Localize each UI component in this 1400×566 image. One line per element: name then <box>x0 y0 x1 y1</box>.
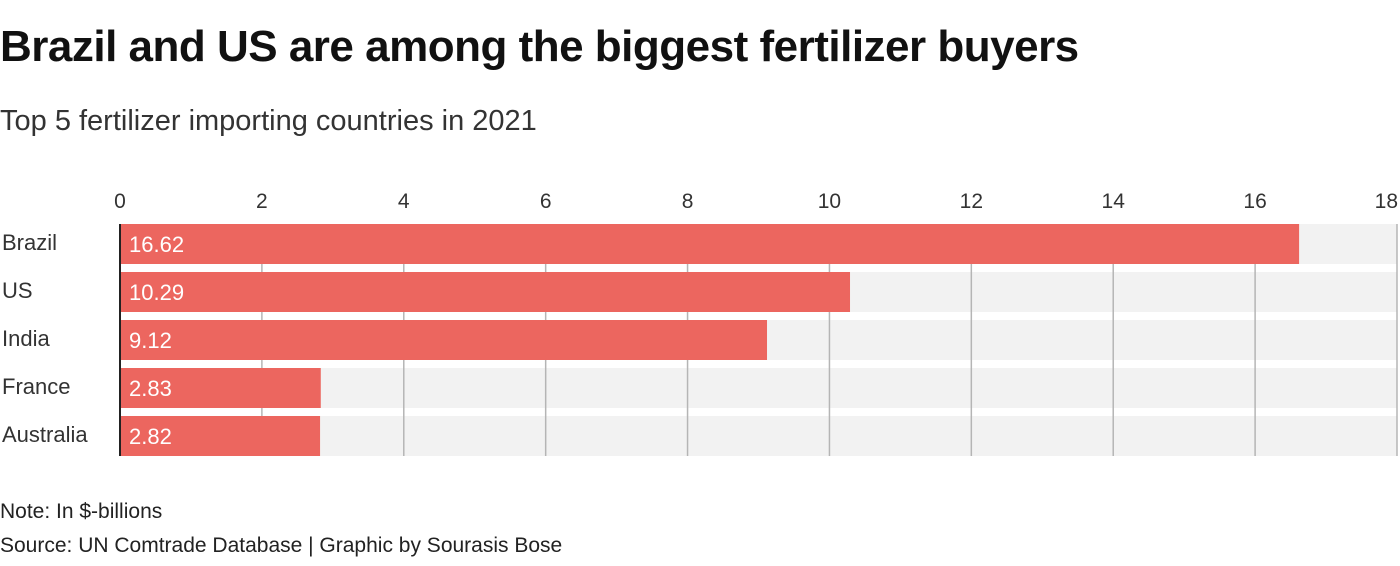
chart-source: Source: UN Comtrade Database | Graphic b… <box>0 534 563 557</box>
bar-value-label: 16.62 <box>129 232 184 257</box>
bar-value-label: 9.12 <box>129 328 172 353</box>
x-tick-label: 10 <box>818 190 841 213</box>
bar-value-label: 10.29 <box>129 280 184 305</box>
bar <box>120 416 321 456</box>
x-tick-label: 0 <box>114 190 126 213</box>
x-tick-label: 12 <box>960 190 983 213</box>
x-tick-label: 4 <box>398 190 410 213</box>
category-label: Brazil <box>2 230 57 255</box>
x-tick-label: 6 <box>540 190 552 213</box>
bar-track <box>120 368 1397 408</box>
x-tick-label: 14 <box>1102 190 1126 213</box>
x-tick-label: 8 <box>682 190 694 213</box>
x-tick-label: 16 <box>1243 190 1266 213</box>
chart-title: Brazil and US are among the biggest fert… <box>0 22 1079 71</box>
bar-value-label: 2.82 <box>129 424 172 449</box>
category-label: India <box>2 326 50 351</box>
bar <box>120 224 1300 264</box>
category-label: Australia <box>2 422 88 447</box>
bar-value-label: 2.83 <box>129 376 172 401</box>
bar-chart: 0 2 4 6 8 10 12 14 16 18 16.62 Brazil 10.29 US 9.12 Ind… <box>2 190 1398 456</box>
bar <box>120 272 851 312</box>
category-label: France <box>2 374 70 399</box>
bar <box>120 320 768 360</box>
x-tick-label: 18 <box>1375 190 1398 213</box>
chart-note: Note: In $-billions <box>0 500 163 523</box>
bar-track <box>120 416 1397 456</box>
chart-subtitle: Top 5 fertilizer importing countries in … <box>0 105 537 137</box>
x-tick-label: 2 <box>256 190 268 213</box>
category-label: US <box>2 278 33 303</box>
bar <box>120 368 321 408</box>
